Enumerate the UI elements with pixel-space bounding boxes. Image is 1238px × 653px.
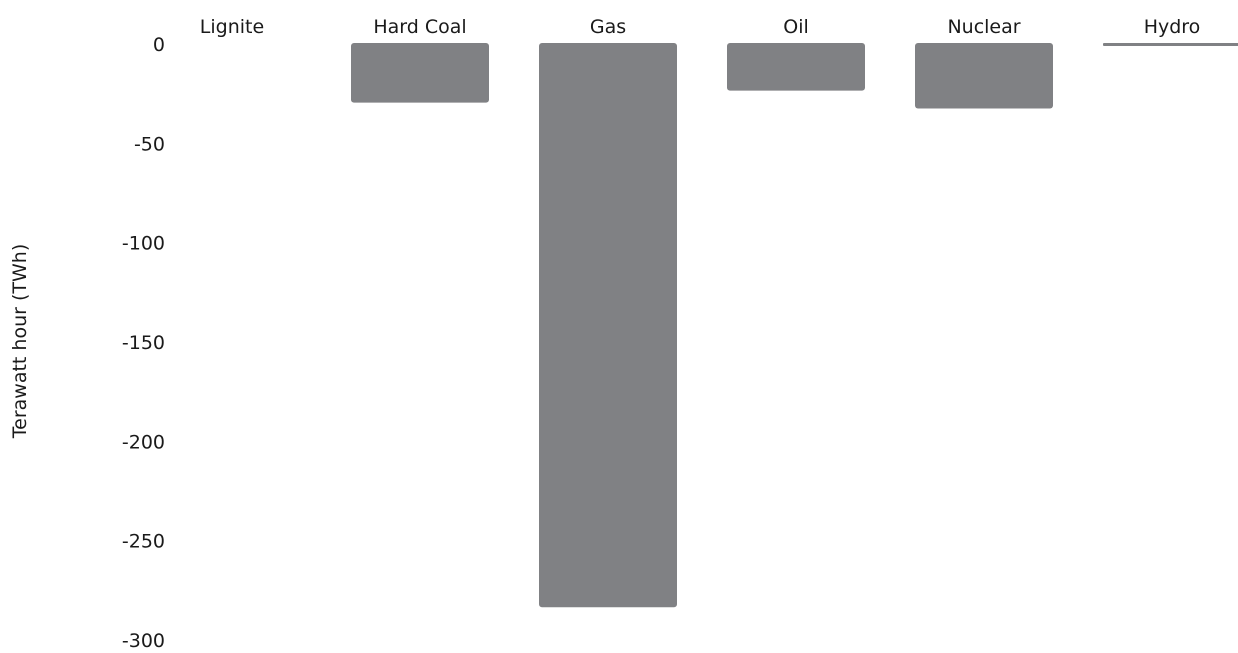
category-label: Oil bbox=[783, 16, 809, 38]
y-axis: 0 -50 -100 -150 -200 -250 -300 bbox=[122, 34, 165, 652]
y-tick-label: -150 bbox=[122, 332, 165, 354]
bars bbox=[351, 43, 1238, 608]
x-axis-categories: Lignite Hard Coal Gas Oil Nuclear Hydro bbox=[200, 16, 1201, 38]
y-tick-label: -200 bbox=[122, 431, 165, 453]
category-label: Gas bbox=[590, 16, 626, 38]
y-tick-label: -250 bbox=[122, 531, 165, 553]
category-label: Nuclear bbox=[947, 16, 1020, 38]
y-axis-title: Terawatt hour (TWh) bbox=[9, 244, 31, 439]
category-label: Hydro bbox=[1144, 16, 1201, 38]
y-tick-label: -50 bbox=[134, 133, 165, 155]
category-label: Lignite bbox=[200, 16, 264, 38]
bar bbox=[727, 43, 865, 91]
bar bbox=[915, 43, 1053, 109]
y-tick-label: -300 bbox=[122, 630, 165, 652]
category-label: Hard Coal bbox=[373, 16, 466, 38]
bar bbox=[1103, 43, 1238, 46]
y-tick-label: -100 bbox=[122, 233, 165, 255]
bar bbox=[351, 43, 489, 103]
y-tick-label: 0 bbox=[153, 34, 165, 56]
bar bbox=[539, 43, 677, 608]
